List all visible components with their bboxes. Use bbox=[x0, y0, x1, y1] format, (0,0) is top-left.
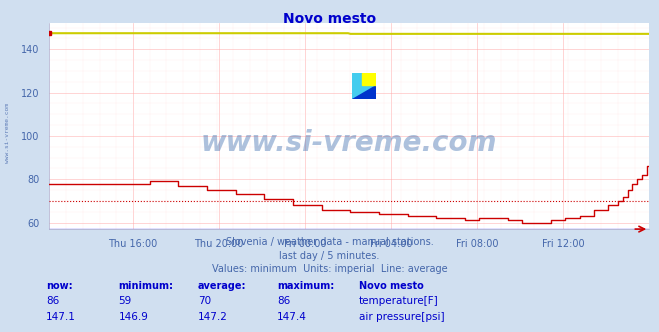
Text: maximum:: maximum: bbox=[277, 281, 334, 290]
Text: Novo mesto: Novo mesto bbox=[283, 12, 376, 26]
Text: 70: 70 bbox=[198, 296, 211, 306]
Text: Values: minimum  Units: imperial  Line: average: Values: minimum Units: imperial Line: av… bbox=[212, 264, 447, 274]
Text: 86: 86 bbox=[46, 296, 59, 306]
Text: temperature[F]: temperature[F] bbox=[359, 296, 439, 306]
Polygon shape bbox=[353, 85, 376, 99]
Text: 59: 59 bbox=[119, 296, 132, 306]
Text: Slovenia / weather data - manual stations.: Slovenia / weather data - manual station… bbox=[225, 237, 434, 247]
Polygon shape bbox=[362, 73, 376, 85]
Text: 86: 86 bbox=[277, 296, 290, 306]
Text: now:: now: bbox=[46, 281, 72, 290]
Text: average:: average: bbox=[198, 281, 246, 290]
Text: 147.2: 147.2 bbox=[198, 312, 227, 322]
Text: 147.1: 147.1 bbox=[46, 312, 76, 322]
Text: minimum:: minimum: bbox=[119, 281, 173, 290]
Text: 146.9: 146.9 bbox=[119, 312, 148, 322]
Text: 147.4: 147.4 bbox=[277, 312, 306, 322]
Text: www.si-vreme.com: www.si-vreme.com bbox=[201, 128, 498, 157]
Text: air pressure[psi]: air pressure[psi] bbox=[359, 312, 445, 322]
Text: last day / 5 minutes.: last day / 5 minutes. bbox=[279, 251, 380, 261]
Polygon shape bbox=[353, 73, 376, 99]
Text: www.si-vreme.com: www.si-vreme.com bbox=[5, 103, 11, 163]
Text: Novo mesto: Novo mesto bbox=[359, 281, 424, 290]
